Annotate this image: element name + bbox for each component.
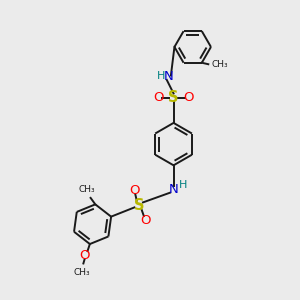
Text: S: S — [134, 198, 144, 213]
Text: N: N — [169, 183, 178, 196]
Text: H: H — [157, 70, 166, 80]
Text: H: H — [179, 180, 187, 190]
Text: O: O — [140, 214, 151, 226]
Text: CH₃: CH₃ — [79, 185, 95, 194]
Text: S: S — [168, 90, 179, 105]
Text: O: O — [79, 249, 90, 262]
Text: O: O — [184, 91, 194, 104]
Text: O: O — [153, 91, 164, 104]
Text: N: N — [164, 70, 173, 83]
Text: CH₃: CH₃ — [212, 60, 229, 69]
Text: O: O — [129, 184, 140, 196]
Text: CH₃: CH₃ — [74, 268, 91, 277]
